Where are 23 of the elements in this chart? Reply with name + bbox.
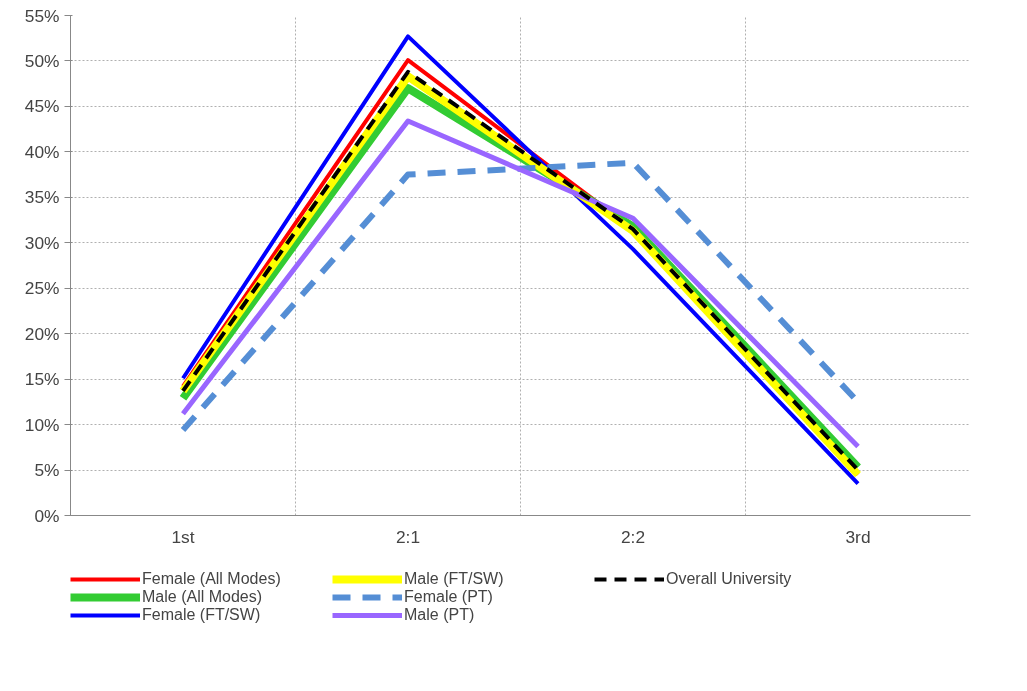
y-tick-label: 25% <box>24 278 60 299</box>
x-tick-label: 3rd <box>845 526 871 547</box>
y-tick-label: 20% <box>24 323 60 344</box>
y-tick-label: 45% <box>24 96 60 117</box>
y-tick-label: 40% <box>24 141 60 162</box>
y-tick-label: 10% <box>24 414 60 435</box>
legend-label: Overall University <box>666 569 793 588</box>
y-tick-label: 15% <box>24 369 60 390</box>
x-tick-label: 2:1 <box>395 526 421 547</box>
legend-label: Male (All Modes) <box>142 587 264 606</box>
legend-label: Female (FT/SW) <box>142 605 262 624</box>
y-tick-label: 55% <box>24 5 60 26</box>
y-tick-label: 5% <box>34 460 60 481</box>
legend-label: Male (PT) <box>404 605 476 624</box>
y-tick-label: 0% <box>34 505 60 526</box>
y-tick-label: 50% <box>24 50 60 71</box>
y-tick-label: 35% <box>24 187 60 208</box>
x-tick-label: 1st <box>171 526 195 547</box>
x-tick-label: 2:2 <box>620 526 646 547</box>
y-tick-label: 30% <box>24 232 60 253</box>
legend-label: Female (PT) <box>404 587 494 606</box>
legend-label: Female (All Modes) <box>142 569 282 588</box>
legend-label: Male (FT/SW) <box>404 569 505 588</box>
